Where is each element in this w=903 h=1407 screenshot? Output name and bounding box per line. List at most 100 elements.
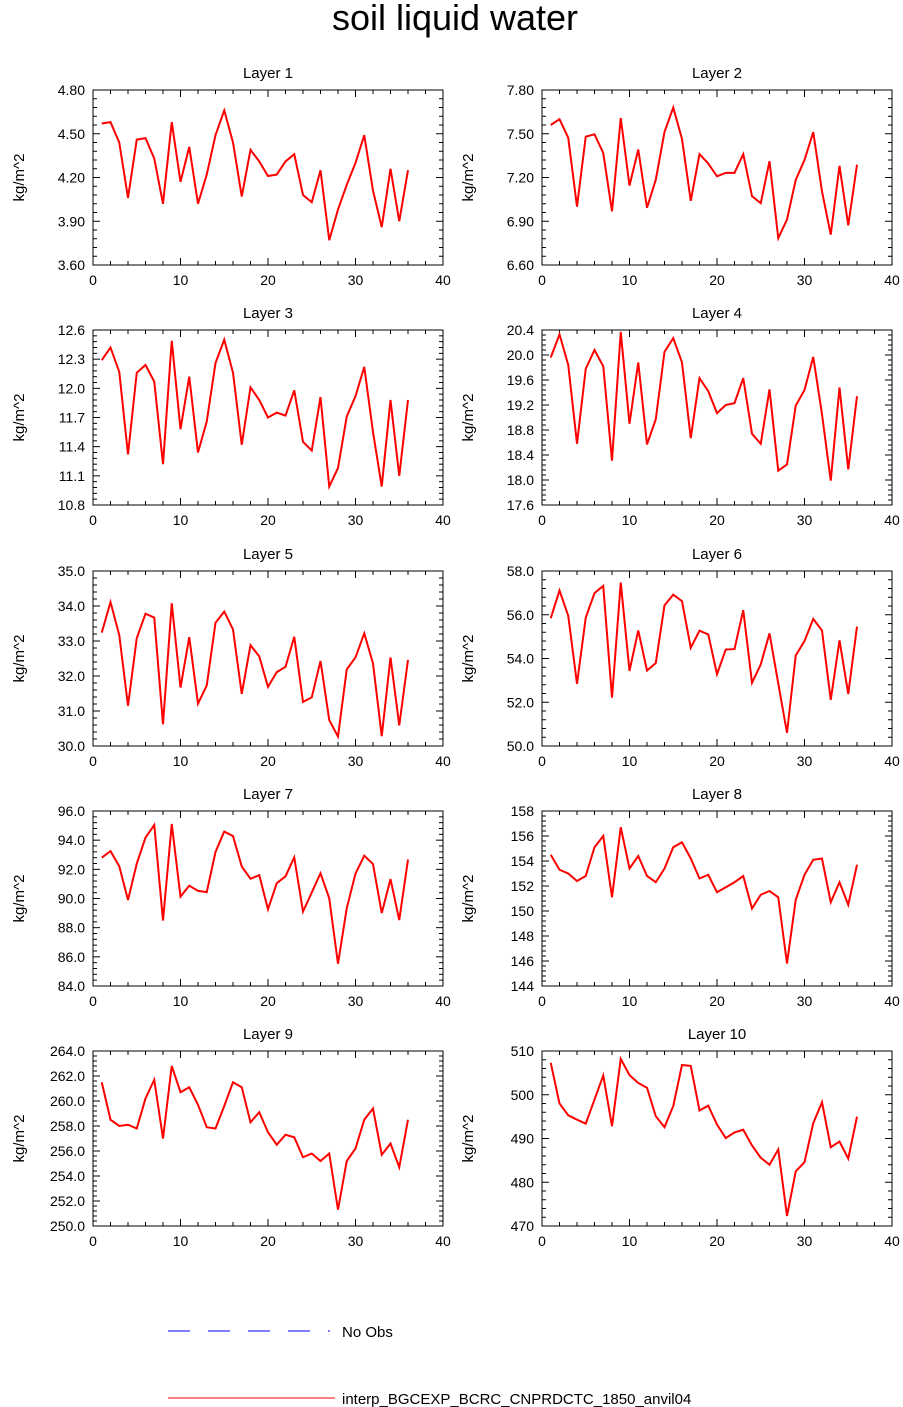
x-tick-label: 40 — [435, 272, 451, 288]
y-tick-label: 12.0 — [58, 380, 85, 396]
legend-label-model: interp_BGCEXP_BCRC_CNPRDCTC_1850_anvil04 — [342, 1391, 691, 1407]
y-tick-label: 154 — [511, 853, 535, 869]
x-tick-label: 10 — [173, 753, 189, 769]
x-tick-label: 20 — [709, 1233, 725, 1249]
panel-title: Layer 9 — [243, 1026, 293, 1043]
x-tick-label: 0 — [538, 512, 546, 528]
y-axis-label: kg/m^2 — [11, 1115, 28, 1163]
y-tick-label: 3.90 — [58, 213, 85, 229]
y-tick-label: 144 — [511, 978, 535, 994]
x-tick-label: 10 — [622, 512, 638, 528]
y-axis-label: kg/m^2 — [460, 394, 477, 442]
y-tick-label: 20.4 — [507, 322, 534, 338]
x-tick-label: 10 — [173, 512, 189, 528]
legend: No Obs interp_BGCEXP_BCRC_CNPRDCTC_1850_… — [168, 1324, 691, 1407]
x-tick-label: 20 — [709, 512, 725, 528]
panel-layer-3: Layer 3 kg/m^2 0 10 20 30 40 10.8 11.1 11.4 11.7 12… — [11, 305, 451, 528]
x-tick-label: 0 — [538, 993, 546, 1009]
panel-title: Layer 5 — [243, 546, 293, 563]
y-axis-label: kg/m^2 — [11, 154, 28, 202]
x-tick-label: 0 — [89, 512, 97, 528]
y-tick-label: 18.8 — [507, 422, 534, 438]
y-tick-label: 146 — [511, 953, 535, 969]
y-tick-label: 480 — [511, 1174, 535, 1190]
x-tick-label: 20 — [260, 512, 276, 528]
y-tick-label: 96.0 — [58, 803, 85, 819]
x-tick-label: 20 — [260, 272, 276, 288]
x-tick-label: 30 — [348, 272, 364, 288]
y-tick-label: 84.0 — [58, 978, 85, 994]
y-tick-label: 56.0 — [507, 607, 534, 623]
y-axis-label: kg/m^2 — [460, 635, 477, 683]
y-tick-label: 33.0 — [58, 633, 85, 649]
y-tick-label: 94.0 — [58, 832, 85, 848]
x-tick-label: 0 — [89, 993, 97, 1009]
y-tick-label: 11.1 — [59, 468, 85, 484]
x-tick-label: 30 — [797, 993, 813, 1009]
panel-layer-5: Layer 5 kg/m^2 0 10 20 30 40 30.0 31.0 32.0 33.0 34… — [11, 546, 451, 769]
y-tick-label: 88.0 — [58, 920, 85, 936]
series-line-1 — [100, 598, 409, 740]
panel-layer-1: Layer 1 kg/m^2 0 10 20 30 40 3.60 3.90 4.20 4.50 4.… — [11, 65, 451, 288]
x-tick-label: 40 — [435, 753, 451, 769]
series-line-1 — [100, 336, 409, 491]
panel-title: Layer 10 — [688, 1026, 746, 1043]
y-tick-label: 32.0 — [58, 668, 85, 684]
plot-frame — [92, 1050, 444, 1227]
y-tick-label: 252.0 — [50, 1193, 85, 1209]
x-tick-label: 20 — [260, 1233, 276, 1249]
x-tick-label: 30 — [348, 1233, 364, 1249]
x-tick-label: 10 — [622, 1233, 638, 1249]
y-axis-label: kg/m^2 — [11, 394, 28, 442]
x-tick-label: 20 — [709, 993, 725, 1009]
y-tick-label: 6.60 — [507, 257, 534, 273]
panel-layer-9: Layer 9 kg/m^2 0 10 20 30 40 250.0 252.0 254.0 256… — [11, 1026, 451, 1249]
x-tick-label: 0 — [89, 272, 97, 288]
y-tick-label: 264.0 — [50, 1043, 85, 1059]
x-tick-label: 20 — [709, 272, 725, 288]
panel-layer-7: Layer 7 kg/m^2 0 10 20 30 40 84.0 86.0 88.0 90.0 92… — [11, 786, 451, 1009]
y-tick-label: 30.0 — [58, 738, 85, 754]
y-tick-label: 158 — [511, 803, 535, 819]
series-line-1 — [101, 822, 409, 964]
panel-layer-4: Layer 4 kg/m^2 0 10 20 30 40 17.6 18.0 18.4 18.8 19… — [460, 305, 900, 528]
plot-frame — [541, 570, 893, 747]
plot-frame — [541, 810, 893, 987]
y-tick-label: 6.90 — [507, 213, 534, 229]
series-line-1 — [549, 331, 858, 481]
y-tick-label: 7.80 — [507, 82, 534, 98]
y-tick-label: 3.60 — [58, 257, 85, 273]
legend-label-no-obs: No Obs — [342, 1324, 393, 1341]
y-tick-label: 470 — [511, 1218, 535, 1234]
y-tick-label: 20.0 — [507, 347, 534, 363]
x-tick-label: 0 — [89, 753, 97, 769]
x-tick-label: 30 — [797, 1233, 813, 1249]
y-tick-label: 152 — [511, 878, 535, 894]
y-tick-label: 19.6 — [507, 372, 534, 388]
y-tick-label: 4.50 — [58, 126, 85, 142]
y-tick-label: 12.6 — [58, 322, 85, 338]
x-tick-label: 30 — [348, 753, 364, 769]
y-tick-label: 4.20 — [58, 170, 85, 186]
y-axis-label: kg/m^2 — [11, 635, 28, 683]
y-tick-label: 250.0 — [50, 1218, 85, 1234]
x-tick-label: 10 — [622, 993, 638, 1009]
y-tick-label: 31.0 — [58, 703, 85, 719]
x-tick-label: 40 — [884, 753, 900, 769]
x-tick-label: 0 — [538, 753, 546, 769]
y-tick-label: 86.0 — [58, 949, 85, 965]
y-tick-label: 92.0 — [58, 861, 85, 877]
y-axis-label: kg/m^2 — [460, 154, 477, 202]
x-tick-label: 10 — [173, 272, 189, 288]
panel-title: Layer 4 — [692, 305, 742, 322]
series-line-1 — [549, 582, 858, 734]
panel-layer-10: Layer 10 kg/m^2 0 10 20 30 40 470 480 490 500 510 — [460, 1026, 900, 1249]
y-tick-label: 54.0 — [507, 651, 534, 667]
x-tick-label: 10 — [173, 1233, 189, 1249]
y-tick-label: 510 — [511, 1043, 535, 1059]
y-tick-label: 11.4 — [59, 439, 85, 455]
x-tick-label: 40 — [884, 993, 900, 1009]
x-tick-label: 30 — [797, 272, 813, 288]
y-tick-label: 17.6 — [507, 497, 534, 513]
